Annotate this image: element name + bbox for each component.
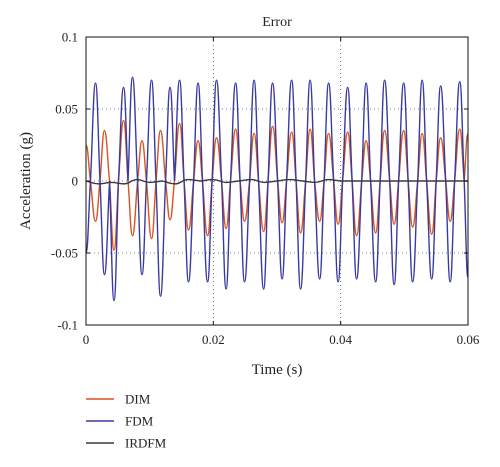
x-tick-label: 0.06	[457, 332, 480, 347]
x-tick-label: 0	[83, 332, 90, 347]
y-tick-label: 0.05	[55, 102, 78, 117]
series-line-irdfm	[85, 178, 468, 185]
y-tick-label: 0	[72, 174, 79, 189]
y-tick-label: -0.05	[51, 246, 78, 261]
y-tick-label: 0.1	[62, 30, 78, 45]
y-ticks: -0.1 -0.05 0 0.05 0.1	[51, 30, 468, 333]
chart-title: Error	[262, 15, 292, 30]
y-tick-label: -0.1	[57, 318, 78, 333]
x-tick-label: 0.04	[329, 332, 352, 347]
legend-label-fdm: FDM	[125, 414, 154, 429]
legend: DIM FDM IRDFM	[86, 392, 167, 451]
x-tick-label: 0.02	[202, 332, 225, 347]
legend-label-dim: DIM	[125, 392, 151, 407]
legend-label-irdfm: IRDFM	[125, 436, 167, 451]
y-axis-label: Acceleration (g)	[18, 132, 34, 230]
series-layer	[85, 76, 469, 302]
x-ticks: 0 0.02 0.04 0.06	[83, 37, 480, 347]
x-axis-label: Time (s)	[252, 362, 303, 378]
